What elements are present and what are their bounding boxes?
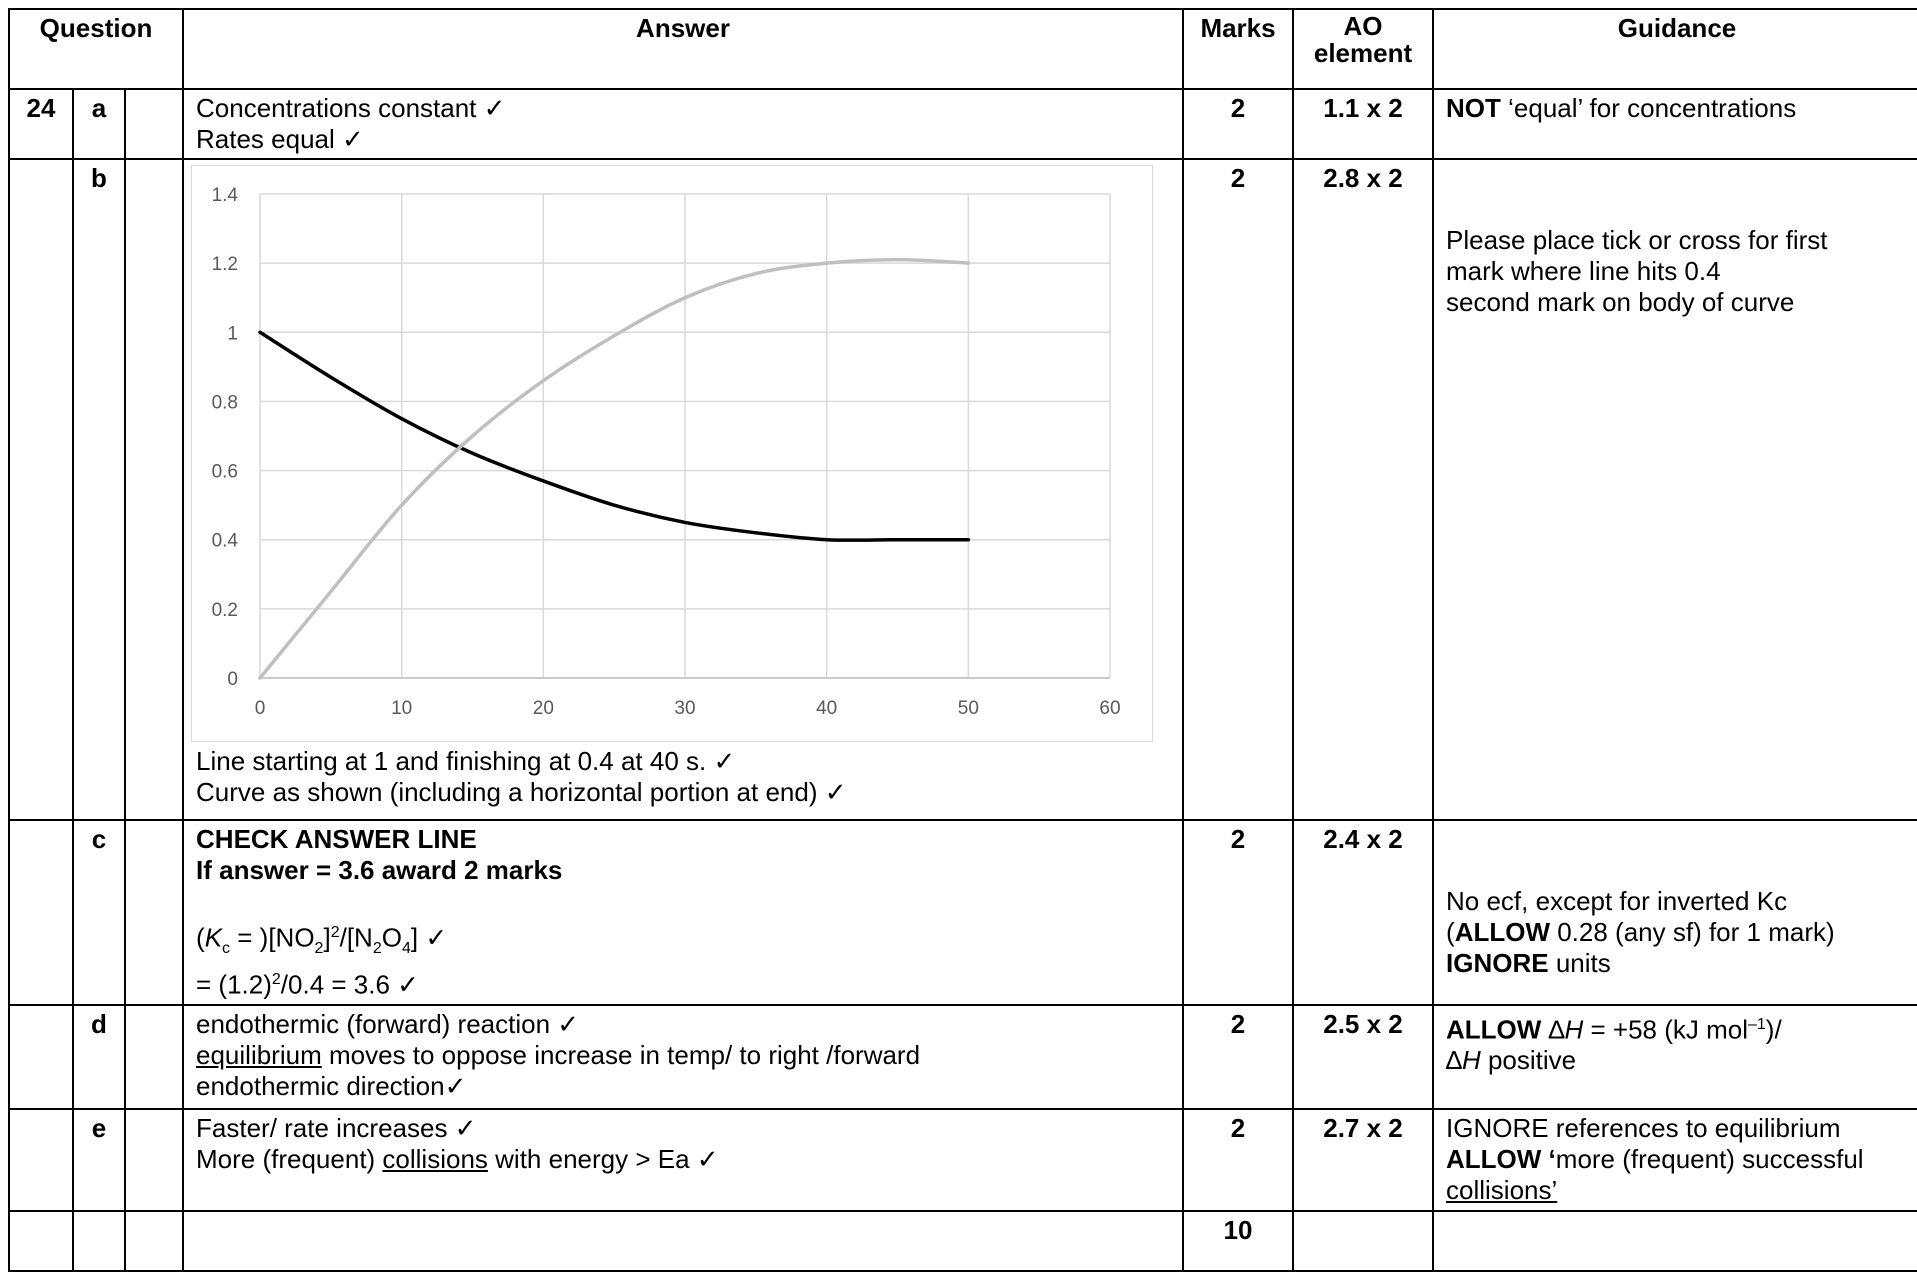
guidance-a: NOT ‘equal’ for concentrations bbox=[1432, 88, 1917, 160]
x-tick-label: 10 bbox=[391, 698, 412, 719]
question-part-b: b bbox=[72, 158, 126, 821]
row-24b: b 0 0.2 0.4 0.6 0.8 1 1.2 1.4 0 10 20 30 40 50 60 Lin… bbox=[8, 158, 1917, 821]
guidance-b: Please place tick or cross for first mar… bbox=[1432, 158, 1917, 821]
header-ao-element: AO element bbox=[1292, 8, 1435, 90]
series-line-grey bbox=[258, 257, 971, 680]
marks-total: 10 bbox=[1182, 1209, 1295, 1272]
header-row: Question Answer Marks AO element Guidance bbox=[7, 8, 1917, 90]
kc-expression: (Kc = )[NO2]2/[N2O4] ✓ bbox=[196, 922, 448, 957]
question-part-e: e bbox=[72, 1107, 126, 1212]
question-part-c: c bbox=[72, 819, 126, 1006]
guidance-e: IGNORE references to equilibrium ALLOW ‘… bbox=[1432, 1107, 1917, 1212]
y-tick-label: 1.2 bbox=[212, 254, 238, 275]
answer-b-line1: Line starting at 1 and finishing at 0.4 … bbox=[196, 746, 736, 776]
row-24c: c CHECK ANSWER LINE If answer = 3.6 awar… bbox=[8, 819, 1917, 1006]
guidance-d: ALLOW ∆H = +58 (kJ mol–1)/ ∆H positive bbox=[1432, 1003, 1917, 1110]
concentration-chart: 0 0.2 0.4 0.6 0.8 1 1.2 1.4 0 10 20 30 40 50 60 bbox=[191, 165, 1154, 742]
y-tick-label: 0.8 bbox=[212, 392, 238, 413]
y-tick-label: 0.2 bbox=[212, 600, 238, 621]
kc-calculation: = (1.2)2/0.4 = 3.6 ✓ bbox=[196, 969, 419, 1000]
y-tick-label: 0.4 bbox=[212, 531, 239, 552]
ao-d: 2.5 x 2 bbox=[1292, 1003, 1435, 1110]
answer-c: CHECK ANSWER LINE If answer = 3.6 award … bbox=[182, 819, 1185, 1006]
marks-a: 2 bbox=[1182, 88, 1295, 160]
marks-b: 2 bbox=[1182, 158, 1295, 821]
x-tick-label: 50 bbox=[958, 698, 979, 719]
header-question: Question bbox=[7, 8, 185, 90]
answer-b-line2: Curve as shown (including a horizontal p… bbox=[196, 777, 847, 807]
question-part-d: d bbox=[72, 1003, 126, 1110]
answer-d: endothermic (forward) reaction ✓ equilib… bbox=[182, 1003, 1185, 1110]
chart-svg: 0 0.2 0.4 0.6 0.8 1 1.2 1.4 0 10 20 30 40 50 60 bbox=[212, 185, 1121, 719]
x-tick-label: 0 bbox=[255, 698, 266, 719]
answer-a: Concentrations constant ✓ Rates equal ✓ bbox=[182, 88, 1185, 160]
mark-scheme-table: Question Answer Marks AO element Guidance… bbox=[7, 8, 1917, 1272]
guidance-c: No ecf, except for inverted Kc (ALLOW 0.… bbox=[1432, 819, 1917, 1006]
marks-d: 2 bbox=[1182, 1003, 1295, 1110]
marks-e: 2 bbox=[1182, 1107, 1295, 1212]
row-24d: d endothermic (forward) reaction ✓ equil… bbox=[8, 1003, 1917, 1110]
row-24a: 24 a Concentrations constant ✓ Rates equ… bbox=[8, 88, 1917, 160]
x-tick-label: 30 bbox=[674, 698, 695, 719]
question-part-a: a bbox=[72, 88, 126, 160]
x-tick-label: 20 bbox=[533, 698, 554, 719]
row-24e: e Faster/ rate increases ✓ More (frequen… bbox=[8, 1107, 1917, 1212]
header-marks: Marks bbox=[1182, 8, 1295, 90]
y-tick-label: 0 bbox=[227, 669, 238, 690]
row-total: 10 bbox=[8, 1209, 1917, 1272]
ao-e: 2.7 x 2 bbox=[1292, 1107, 1435, 1212]
y-tick-label: 0.6 bbox=[212, 462, 238, 483]
header-answer: Answer bbox=[182, 8, 1185, 90]
answer-e: Faster/ rate increases ✓ More (frequent)… bbox=[182, 1107, 1185, 1212]
x-tick-label: 60 bbox=[1099, 698, 1120, 719]
header-guidance: Guidance bbox=[1432, 8, 1917, 90]
marks-c: 2 bbox=[1182, 819, 1295, 1006]
x-tick-label: 40 bbox=[816, 698, 837, 719]
question-number: 24 bbox=[8, 88, 74, 160]
ao-b: 2.8 x 2 bbox=[1292, 158, 1435, 821]
answer-b: 0 0.2 0.4 0.6 0.8 1 1.2 1.4 0 10 20 30 40 50 60 Line … bbox=[182, 158, 1185, 821]
ao-a: 1.1 x 2 bbox=[1292, 88, 1435, 160]
y-tick-label: 1 bbox=[227, 323, 238, 344]
ao-c: 2.4 x 2 bbox=[1292, 819, 1435, 1006]
series-line-black bbox=[258, 330, 971, 542]
empty-subpart bbox=[123, 88, 185, 160]
y-tick-label: 1.4 bbox=[212, 185, 239, 206]
